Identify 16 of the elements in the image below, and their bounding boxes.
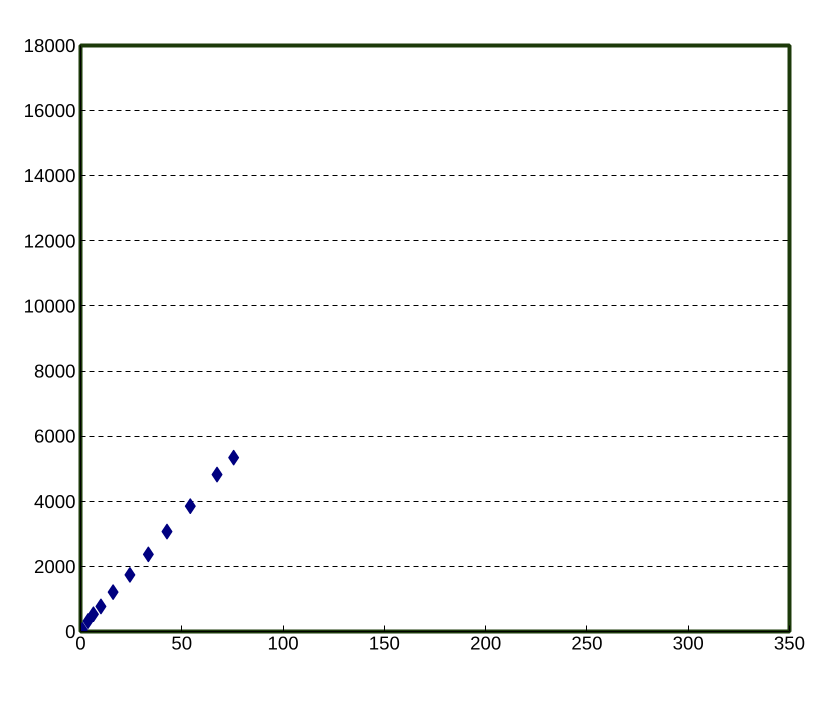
y-tick-label: 4000 [34,490,76,512]
y-tick-label: 6000 [34,426,76,447]
x-tick-label: 50 [171,632,192,654]
y-tick-label: 14000 [24,165,76,186]
y-tick-label: 10000 [24,295,76,316]
x-tick-label: 100 [268,632,299,654]
x-tick-label: 350 [774,632,806,654]
x-tick-label: 250 [571,632,603,654]
x-tick-label: 300 [672,632,704,654]
y-tick-label: 2000 [34,556,76,577]
y-tick-label: 16000 [24,100,76,122]
x-tick-label: 150 [368,632,400,654]
y-tick-label: 18000 [24,35,76,56]
x-tick-label: 200 [470,632,502,654]
y-tick-label: 12000 [24,230,76,252]
y-tick-label: 8000 [34,360,76,382]
